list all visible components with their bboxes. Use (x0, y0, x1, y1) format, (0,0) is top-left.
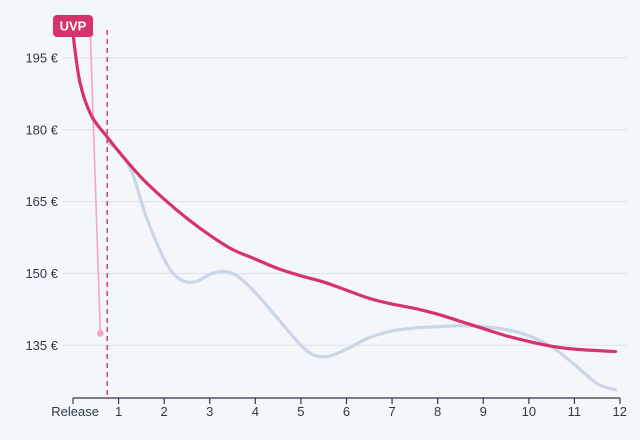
axes: 135 €150 €165 €180 €195 €Release 1 2 3 4 5 6 7 8… (25, 50, 627, 419)
y-tick-label: 135 € (25, 338, 58, 353)
x-tick-label: 5 (297, 404, 304, 419)
x-tick-label: 6 (343, 404, 350, 419)
launch-price-line (79, 33, 102, 334)
x-tick-label: 9 (480, 404, 487, 419)
x-tick-label: 12 (613, 404, 627, 419)
x-tick-label: Release (51, 404, 99, 419)
uvp-badge-box (53, 15, 93, 37)
trend-line (71, 32, 618, 354)
y-tick-label: 165 € (25, 194, 58, 209)
grid (62, 57, 628, 346)
x-tick-label: 3 (206, 404, 213, 419)
x-tick-label: 4 (252, 404, 259, 419)
x-tick-label: 10 (522, 404, 536, 419)
x-tick-label: 7 (388, 404, 395, 419)
price-line (105, 140, 618, 392)
x-tick-label: 2 (161, 404, 168, 419)
x-tick-label: 1 (115, 404, 122, 419)
y-tick-label: 150 € (25, 266, 58, 281)
uvp-badge-pointer (68, 32, 78, 37)
series-layer (71, 30, 618, 398)
y-tick-label: 195 € (25, 50, 58, 65)
uvp-badge-label: UVP (60, 19, 87, 34)
uvp-badge: UVP (53, 15, 93, 37)
x-tick-label: 11 (568, 404, 582, 419)
x-tick-label: 8 (434, 404, 441, 419)
y-tick-label: 180 € (25, 122, 58, 137)
launch-price-point (96, 329, 104, 337)
